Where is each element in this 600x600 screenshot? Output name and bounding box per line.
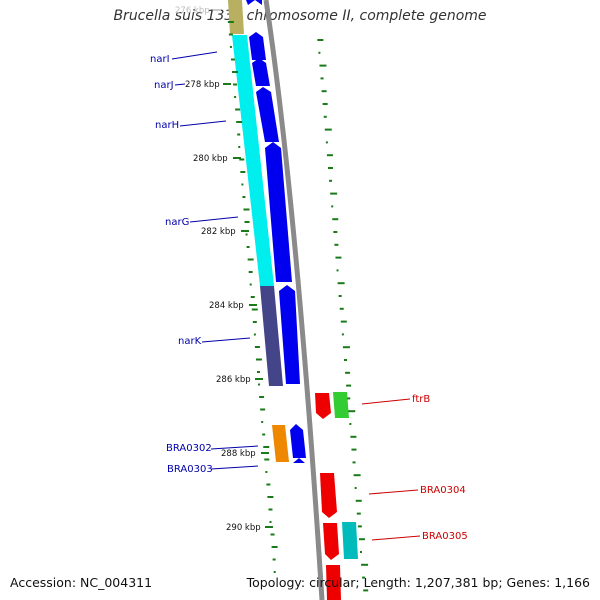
- genome-summary-text: Topology: circular; Length: 1,207,381 bp…: [246, 575, 590, 590]
- feature-olive: [228, 0, 244, 34]
- cds-arrow-3: [252, 58, 270, 86]
- cds-arrow-4: [256, 87, 279, 142]
- gene-label-narK: narK: [178, 336, 202, 347]
- map-title: Brucella suis 1330 chromosome II, comple…: [113, 8, 487, 24]
- gene-label-narI: narI: [150, 54, 170, 65]
- gene-leader: [371, 535, 421, 541]
- gene-leader: [174, 83, 186, 86]
- gene-leader: [210, 445, 259, 450]
- gene-leader: [368, 489, 419, 495]
- reverse-strand-track: [315, 392, 358, 600]
- gene-label-BRA0304: BRA0304: [420, 485, 466, 496]
- gene-leader: [189, 216, 239, 223]
- feature-BRA0302: [272, 425, 289, 462]
- gene-label-BRA0305: BRA0305: [422, 531, 468, 542]
- feature-red-bottom: [326, 565, 341, 600]
- gene-label-narG: narG: [165, 217, 189, 228]
- feature-BRA0305: [323, 523, 339, 560]
- backbone-arc: [263, 0, 325, 600]
- gene-label-ftrB: ftrB: [412, 394, 430, 405]
- ruler-tick-partial: 276 kbp: [175, 6, 210, 16]
- gc-dashes-right: [317, 39, 369, 592]
- feature-narK: [260, 286, 283, 386]
- ruler-tick-280: 280 kbp: [193, 154, 228, 164]
- reverse-gene-labels: ftrB BRA0304 BRA0305: [361, 394, 468, 542]
- feature-ftrB: [315, 393, 331, 419]
- ruler: 276 kbp 278 kbp 280 kbp 282 kbp 284 kbp …: [175, 6, 273, 533]
- forward-gene-labels: narI narJ narH narG narK BRA0302 BRA0303: [150, 51, 259, 475]
- feature-green: [333, 392, 349, 418]
- ruler-tick-278: 278 kbp: [185, 80, 220, 90]
- cds-arrow-5: [265, 142, 292, 282]
- gene-leader: [201, 337, 251, 343]
- feature-teal: [342, 522, 358, 559]
- cds-arrow-6: [279, 285, 300, 384]
- cds-arrow-1: [246, 0, 262, 5]
- gene-label-narH: narH: [155, 120, 179, 131]
- gene-leader: [361, 398, 411, 405]
- gene-label-BRA0303: BRA0303: [167, 464, 213, 475]
- ruler-tick-284: 284 kbp: [209, 301, 244, 311]
- cds-arrow-7: [290, 424, 306, 458]
- cds-arrow-2: [249, 32, 266, 60]
- feature-BRA0304: [320, 473, 337, 518]
- gc-dashes-left: [227, 21, 278, 573]
- ruler-tick-286: 286 kbp: [216, 375, 251, 385]
- gene-leader: [179, 120, 227, 127]
- gene-leader: [210, 465, 259, 470]
- ruler-tick-288: 288 kbp: [221, 449, 256, 459]
- accession-text: Accession: NC_004311: [10, 575, 153, 590]
- gene-label-narJ: narJ: [154, 80, 174, 91]
- gene-label-BRA0302: BRA0302: [166, 443, 212, 454]
- feature-cyan-block: [232, 35, 274, 286]
- forward-strand-track: [228, 0, 306, 463]
- cds-arrow-8: [293, 458, 305, 463]
- ruler-tick-290: 290 kbp: [226, 523, 261, 533]
- gene-leader: [171, 51, 218, 60]
- ruler-tick-282: 282 kbp: [201, 227, 236, 237]
